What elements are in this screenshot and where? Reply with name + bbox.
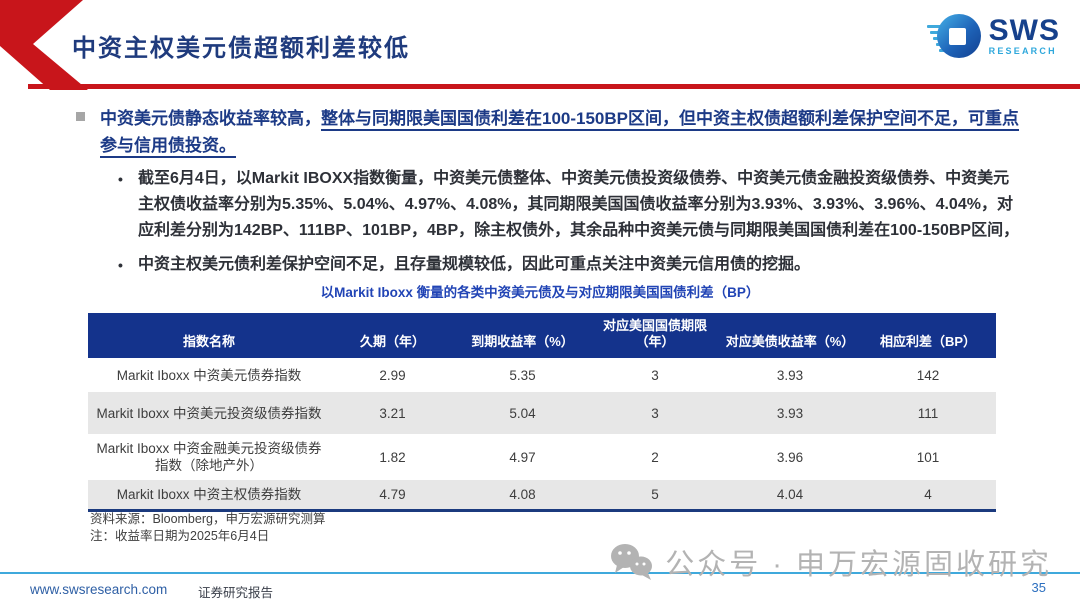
bond-spread-table: 指数名称 久期（年） 到期收益率（%） 对应美国国债期限（年） 对应美债收益率（… <box>88 313 996 512</box>
cell-spread: 101 <box>916 449 940 465</box>
cell-ust-yield: 4.04 <box>776 486 804 502</box>
footer-divider-line <box>0 572 1080 574</box>
cell-spread: 111 <box>917 405 939 421</box>
table-row: Markit Iboxx 中资美元债券指数 2.99 5.35 3 3.93 1… <box>88 358 996 392</box>
cell-ust-tenor: 2 <box>651 449 659 465</box>
report-type-label: 证券研究报告 <box>198 586 274 600</box>
cell-duration: 4.79 <box>379 486 406 502</box>
wechat-icon <box>611 544 653 580</box>
cell-ust-tenor: 3 <box>651 367 659 383</box>
cell-spread: 142 <box>916 367 940 383</box>
data-source-line: 资料来源：Bloomberg，申万宏源研究测算 <box>90 512 326 526</box>
cell-index-name: Markit Iboxx 中资美元投资级债券指数 <box>96 405 322 421</box>
cell-duration: 1.82 <box>379 449 406 465</box>
col-header-ust-tenor: 对应美国国债期限（年） <box>590 313 720 358</box>
page-title: 中资主权美元债超额利差较低 <box>72 33 410 62</box>
footer-bar: www.swsresearch.com 证券研究报告 35 <box>0 576 1080 608</box>
sub-bullet-list: 截至6月4日，以Markit IBOXX指数衡量，中资美元债整体、中资美元债投资… <box>118 166 1020 286</box>
cell-duration: 2.99 <box>379 367 406 383</box>
table-row: Markit Iboxx 中资金融美元投资级债券指数（除地产外） 1.82 4.… <box>88 434 996 480</box>
cell-index-name: Markit Iboxx 中资金融美元投资级债券指数（除地产外） <box>96 441 322 473</box>
sub-bullet-2: 中资主权美元债利差保护空间不足，且存量规模较低，因此可重点关注中资美元信用债的挖… <box>118 252 1020 278</box>
sws-research-logo: SWS RESEARCH <box>926 14 1060 58</box>
col-header-spread: 相应利差（BP） <box>860 313 996 358</box>
main-bullet: 中资美元债静态收益率较高，整体与同期限美国国债利差在100-150BP区间，但中… <box>76 105 1020 159</box>
watermark-text: 公众号 · 申万宏源固收研究 <box>665 549 1052 581</box>
cell-spread: 4 <box>924 486 932 502</box>
col-header-duration: 久期（年） <box>330 313 455 358</box>
cell-ytm: 5.04 <box>509 405 536 421</box>
note-line: 注：收益率日期为2025年6月4日 <box>90 529 270 543</box>
page-number: 35 <box>1031 580 1046 595</box>
cell-ytm: 4.08 <box>509 486 536 502</box>
cell-duration: 3.21 <box>379 405 406 421</box>
main-bullet-text-plain: 中资美元债静态收益率较高， <box>100 109 321 128</box>
table-header-row: 指数名称 久期（年） 到期收益率（%） 对应美国国债期限（年） 对应美债收益率（… <box>88 313 996 358</box>
table-title: 以Markit Iboxx 衡量的各类中资美元债及与对应期限美国国债利差（BP） <box>320 285 760 300</box>
cell-ust-yield: 3.93 <box>776 367 804 383</box>
cell-ust-tenor: 3 <box>651 405 659 421</box>
wechat-watermark: 公众号 · 申万宏源固收研究 <box>609 541 1052 583</box>
source-notes: 资料来源：Bloomberg，申万宏源研究测算 注：收益率日期为2025年6月4… <box>90 511 325 545</box>
cell-ytm: 5.35 <box>509 367 536 383</box>
table-row: Markit Iboxx 中资美元投资级债券指数 3.21 5.04 3 3.9… <box>88 392 996 434</box>
cell-ust-yield: 3.93 <box>776 405 804 421</box>
red-chevron-decoration <box>0 0 88 90</box>
globe-icon <box>936 14 981 58</box>
col-header-ytm: 到期收益率（%） <box>455 313 590 358</box>
cell-ytm: 4.97 <box>509 449 536 465</box>
sub-bullet-1: 截至6月4日，以Markit IBOXX指数衡量，中资美元债整体、中资美元债投资… <box>118 166 1020 244</box>
cell-index-name: Markit Iboxx 中资主权债券指数 <box>116 486 302 502</box>
logo-text: SWS <box>988 14 1060 47</box>
square-bullet-icon <box>76 112 85 121</box>
cell-ust-tenor: 5 <box>651 486 659 502</box>
website-url: www.swsresearch.com <box>30 582 168 597</box>
cell-index-name: Markit Iboxx 中资美元债券指数 <box>116 367 302 383</box>
cell-ust-yield: 3.96 <box>776 449 804 465</box>
col-header-ust-yield: 对应美债收益率（%） <box>720 313 860 358</box>
table-row: Markit Iboxx 中资主权债券指数 4.79 4.08 5 4.04 4 <box>88 480 996 510</box>
col-header-index-name: 指数名称 <box>88 313 330 358</box>
logo-subtext: RESEARCH <box>988 46 1057 56</box>
header-divider-line <box>28 84 1080 89</box>
main-bullet-text-underlined: 整体与同期限美国国债利差在100-150BP区间，但中资主权债超额利差保护空间不… <box>100 109 1020 155</box>
